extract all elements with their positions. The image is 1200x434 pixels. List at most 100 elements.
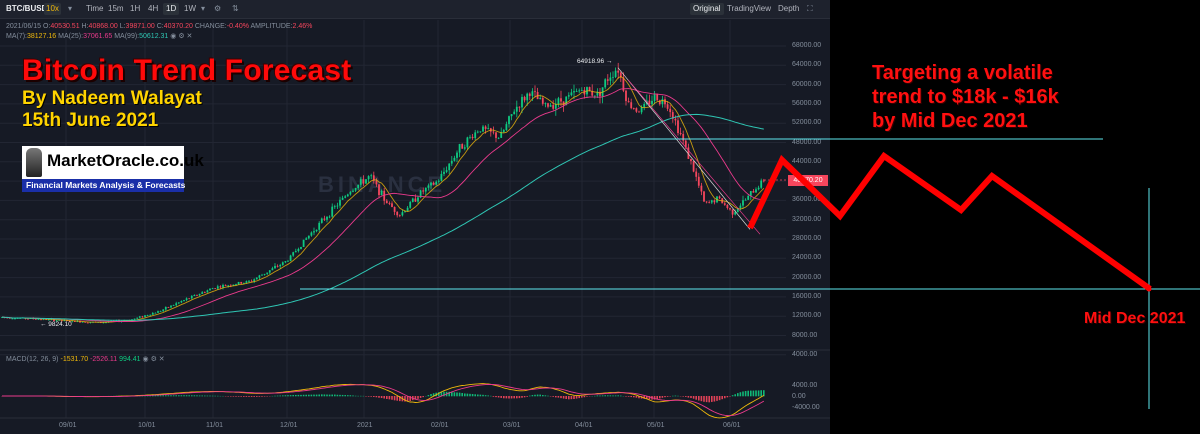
macd-bar	[406, 396, 409, 402]
macd-bar	[664, 396, 666, 398]
macd-bar	[482, 394, 484, 397]
candle-body	[687, 147, 690, 159]
macd-bar	[760, 390, 762, 397]
high-marker: 64918.96 →	[577, 58, 613, 65]
macd-bar	[747, 390, 749, 397]
interval-15m[interactable]: 15m	[108, 4, 124, 13]
open-value: 40530.51	[50, 23, 80, 30]
macd-bar	[295, 394, 297, 397]
macd-bar	[339, 394, 341, 397]
candle-body	[318, 222, 321, 230]
macd-bar	[352, 395, 354, 397]
macd-bar	[302, 394, 305, 397]
macd-bar	[274, 395, 276, 397]
macd-bar	[529, 395, 531, 397]
time-tick-label: 2021	[357, 422, 373, 429]
candle-body	[37, 319, 40, 320]
candle-body	[151, 312, 154, 315]
macd-bar	[349, 395, 352, 397]
macd-bar	[323, 394, 326, 397]
settings-icon[interactable]: ⚙	[214, 4, 222, 13]
macd-bar	[453, 392, 456, 397]
chevron-down-icon[interactable]: ▾	[201, 4, 206, 13]
candle-body	[190, 295, 193, 299]
candle-body	[739, 205, 742, 209]
candle-body	[518, 106, 521, 108]
macd-bar	[674, 395, 677, 397]
macd-bar	[734, 394, 736, 397]
candle-body	[357, 184, 360, 188]
candle-body	[692, 161, 695, 172]
macd-bar	[167, 395, 170, 397]
macd-bar	[417, 396, 419, 399]
macd-bar	[263, 396, 266, 397]
candle-body	[612, 76, 614, 78]
candle-body	[723, 203, 726, 205]
candle-body	[708, 202, 711, 204]
macd-tick-label: 0.00	[792, 393, 806, 400]
candle-body	[736, 208, 739, 213]
symbol-label[interactable]: BTC/BUSD	[6, 4, 48, 13]
candle-body	[354, 187, 357, 191]
macd-bar	[204, 395, 206, 397]
fullscreen-icon[interactable]: ⛶	[807, 4, 813, 13]
candle-body	[336, 205, 339, 207]
candle-body	[284, 261, 287, 263]
macd-bar	[698, 396, 700, 401]
macd-bar	[757, 390, 760, 397]
interval-1w[interactable]: 1W	[184, 4, 196, 13]
candle-body	[697, 176, 700, 186]
target-text-line-3: by Mid Dec 2021	[872, 110, 1028, 132]
macd-bar	[638, 396, 640, 399]
candle-body	[378, 184, 380, 196]
candle-body	[73, 320, 76, 322]
macd-bar	[375, 396, 378, 398]
view-original[interactable]: Original	[690, 3, 724, 15]
macd-bar	[183, 395, 185, 397]
interval-1d[interactable]: 1D	[163, 3, 180, 15]
view-tradingview[interactable]: TradingView	[727, 4, 772, 13]
interval-1h[interactable]: 1H	[130, 4, 141, 13]
view-depth[interactable]: Depth	[778, 4, 800, 13]
indicators-icon[interactable]: ⇅	[232, 4, 239, 13]
macd-bar	[414, 396, 417, 400]
candle-body	[367, 176, 370, 180]
candle-body	[281, 262, 284, 265]
macd-bar	[474, 394, 476, 397]
macd-bar	[157, 395, 159, 397]
interval-4h[interactable]: 4H	[148, 4, 159, 13]
chevron-down-icon[interactable]: ▾	[68, 4, 73, 13]
macd-bar	[399, 396, 401, 402]
candle-body	[232, 284, 235, 286]
macd-bar	[313, 394, 315, 397]
candle-body	[695, 171, 698, 177]
macd-bar	[620, 395, 622, 397]
candle-body	[757, 187, 760, 190]
macd-bar	[276, 395, 279, 397]
candle-body	[749, 191, 752, 196]
candle-body	[224, 284, 227, 286]
macd-bar	[635, 396, 638, 398]
candle-body	[482, 126, 484, 132]
candle-body	[638, 111, 640, 113]
chart-pane[interactable]: BINANCE BTC/BUSD 10x ▾ Time 15m 1H 4H 1D…	[0, 0, 830, 434]
macd-eye-icon[interactable]: ◉ ⚙ ✕	[142, 356, 165, 363]
macd-bar	[596, 395, 599, 397]
leverage-badge[interactable]: 10x	[44, 3, 61, 15]
macd-bar	[344, 395, 346, 397]
candle-body	[445, 170, 448, 172]
eye-icon[interactable]: ◉ ⚙ ✕	[170, 33, 193, 40]
macd-bar	[513, 396, 515, 399]
candle-body	[505, 124, 508, 131]
candle-body	[245, 281, 248, 283]
candle-body	[544, 103, 547, 105]
macd-bar	[432, 393, 435, 397]
macd-bar	[315, 394, 318, 397]
macd-bar	[750, 390, 752, 397]
ma7-line	[1, 75, 765, 323]
candle-body	[430, 182, 432, 186]
candle-body	[201, 292, 204, 294]
candle-body	[359, 179, 362, 185]
interval-time[interactable]: Time	[86, 4, 104, 13]
candle-body	[515, 106, 518, 112]
